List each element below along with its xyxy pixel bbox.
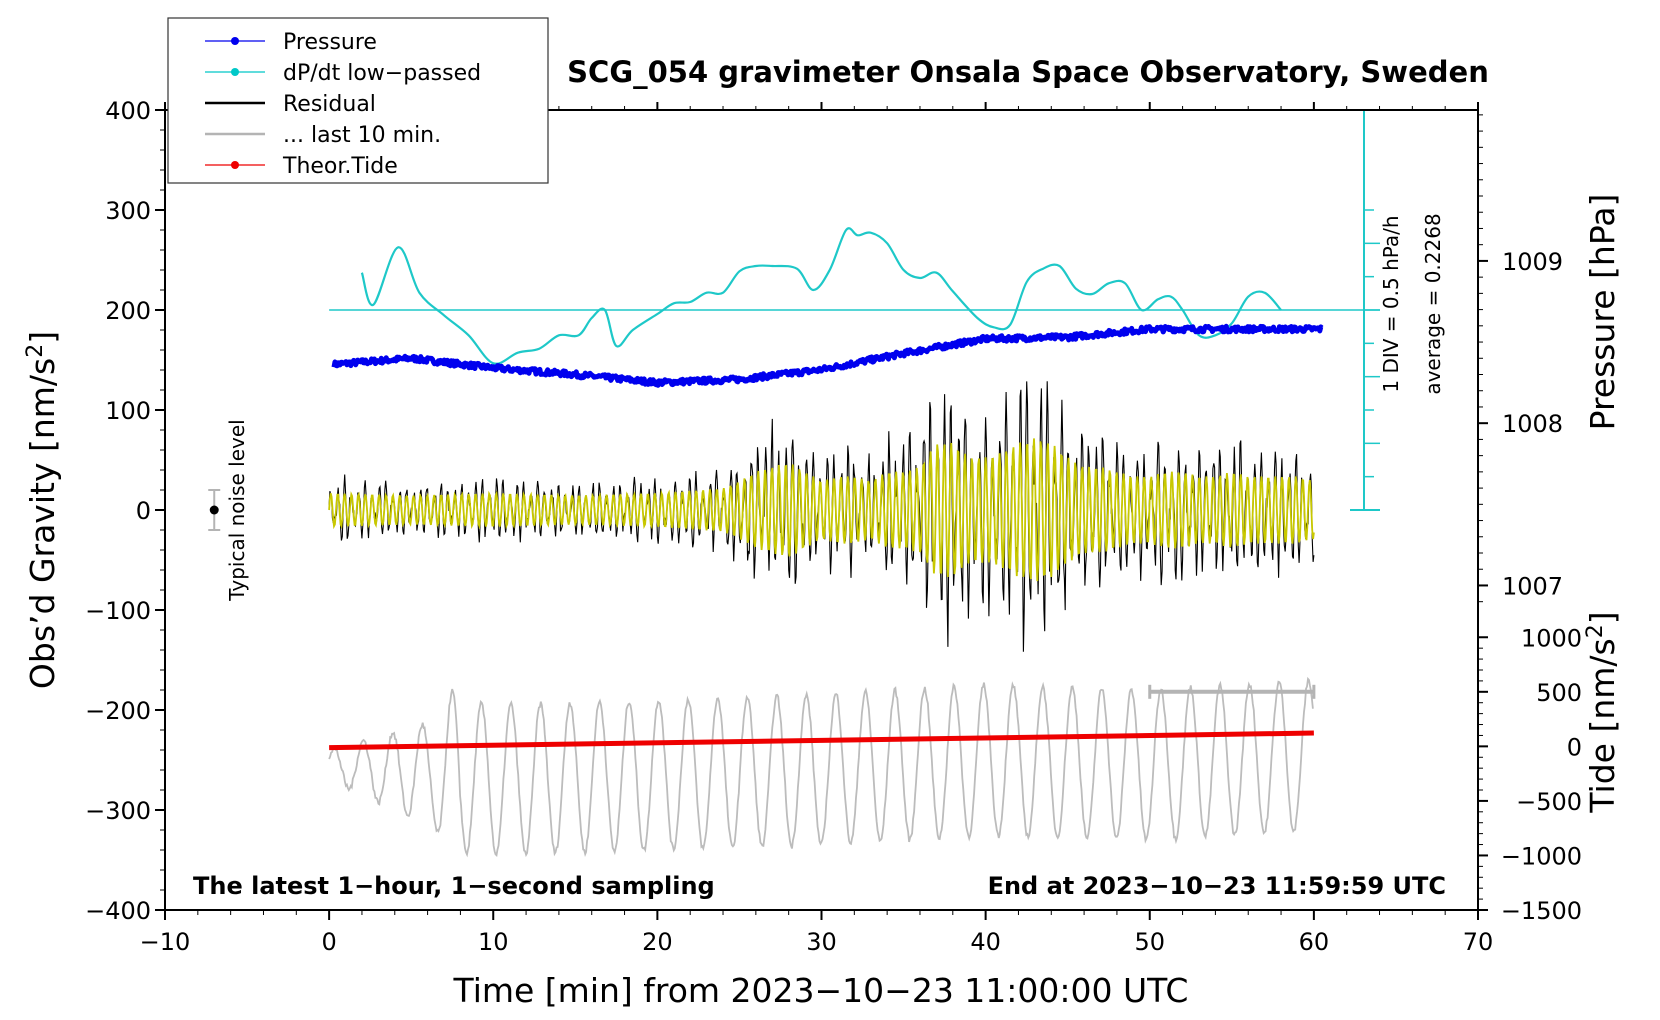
y-axis-label-gravity-end: ] bbox=[23, 331, 62, 344]
x-tick-label: 20 bbox=[642, 928, 673, 956]
y-axis-label-tide-main: Tide [nm/s bbox=[1583, 638, 1622, 813]
pressure-tick-label: 1008 bbox=[1502, 410, 1563, 438]
x-axis-label: Time [min] from 2023−10−23 11:00:00 UTC bbox=[453, 971, 1189, 1010]
y-tick-label: −300 bbox=[85, 797, 151, 825]
noise-level-label: Typical noise level bbox=[225, 419, 249, 601]
y-axis-label-tide: Tide [nm/s2] bbox=[1583, 611, 1622, 813]
tide-tick-label: −1500 bbox=[1501, 897, 1582, 925]
y-tick-label: 200 bbox=[105, 297, 151, 325]
tide-tick-label: 0 bbox=[1567, 733, 1582, 761]
x-tick-label: 60 bbox=[1299, 928, 1330, 956]
y-axis-label-tide-sup: 2 bbox=[1583, 624, 1608, 638]
tide-tick-label: 500 bbox=[1536, 679, 1582, 707]
pressure-scale-label-2: average = 0.2268 bbox=[1421, 213, 1445, 394]
x-tick-label: 0 bbox=[321, 928, 336, 956]
y-axis-label-gravity: Obs’d Gravity [nm/s2] bbox=[23, 331, 62, 689]
x-tick-label: 10 bbox=[478, 928, 509, 956]
series-tide-line bbox=[329, 730, 1314, 751]
chart-title: SCG_054 gravimeter Onsala Space Observat… bbox=[567, 55, 1489, 89]
series-layer bbox=[208, 110, 1380, 858]
x-tick-label: 50 bbox=[1134, 928, 1165, 956]
legend-label: Residual bbox=[283, 92, 376, 117]
annotation-left: The latest 1−hour, 1−second sampling bbox=[193, 872, 715, 900]
legend-item: Residual bbox=[205, 92, 376, 117]
y-tick-label: 400 bbox=[105, 97, 151, 125]
pressure-tick-label: 1009 bbox=[1502, 248, 1563, 276]
tide-tick-label: −500 bbox=[1516, 788, 1582, 816]
y-axis-label-gravity-main: Obs’d Gravity [nm/s bbox=[23, 358, 62, 689]
y-axis-label-tide-end: ] bbox=[1583, 611, 1622, 624]
legend-item: Pressure bbox=[205, 30, 377, 55]
y-tick-label: 300 bbox=[105, 197, 151, 225]
axes-layer: −10 0 10 20 30 40 50 60 70−400−300−200−100010020… bbox=[85, 97, 1582, 956]
legend-swatch-dot bbox=[231, 161, 239, 169]
pressure-scale-label-1: 1 DIV = 0.5 hPa/h bbox=[1379, 215, 1403, 392]
series-residual-filtered-line bbox=[328, 438, 1315, 582]
legend-item: Theor.Tide bbox=[205, 154, 398, 179]
x-tick-label: 40 bbox=[970, 928, 1001, 956]
series-last10-line bbox=[328, 676, 1314, 858]
legend-box bbox=[167, 17, 549, 184]
legend-label: Theor.Tide bbox=[282, 154, 398, 179]
pressure-tick-label: 1007 bbox=[1502, 572, 1563, 600]
x-tick-label: −10 bbox=[140, 928, 191, 956]
y-tick-label: 0 bbox=[136, 497, 151, 525]
y-axis-label-pressure: Pressure [hPa] bbox=[1583, 194, 1622, 431]
y-tick-label: −100 bbox=[85, 597, 151, 625]
y-tick-label: 100 bbox=[105, 397, 151, 425]
x-tick-label: 70 bbox=[1463, 928, 1494, 956]
legend-item: ... last 10 min. bbox=[205, 123, 441, 148]
legend-items: Pressure dP/dt low−passed Residual ... last… bbox=[205, 30, 481, 179]
y-tick-label: −200 bbox=[85, 697, 151, 725]
series-pressure-line bbox=[331, 323, 1324, 388]
legend-item: dP/dt low−passed bbox=[205, 61, 481, 86]
tide-tick-label: 1000 bbox=[1521, 624, 1582, 652]
series-dpdt-line bbox=[360, 227, 1282, 365]
legend: Pressure dP/dt low−passed Residual ... last… bbox=[167, 17, 549, 184]
y-axis-label-gravity-sup: 2 bbox=[23, 344, 48, 358]
x-tick-label: 30 bbox=[806, 928, 837, 956]
y-tick-label: −400 bbox=[85, 897, 151, 925]
tide-tick-label: −1000 bbox=[1501, 842, 1582, 870]
noise-point bbox=[209, 505, 219, 515]
legend-swatch-dot bbox=[231, 68, 239, 76]
legend-label: Pressure bbox=[283, 30, 377, 55]
annotation-right: End at 2023−10−23 11:59:59 UTC bbox=[988, 872, 1446, 900]
legend-swatch-dot bbox=[231, 37, 239, 45]
legend-label: dP/dt low−passed bbox=[283, 61, 481, 86]
legend-label: ... last 10 min. bbox=[283, 123, 441, 148]
